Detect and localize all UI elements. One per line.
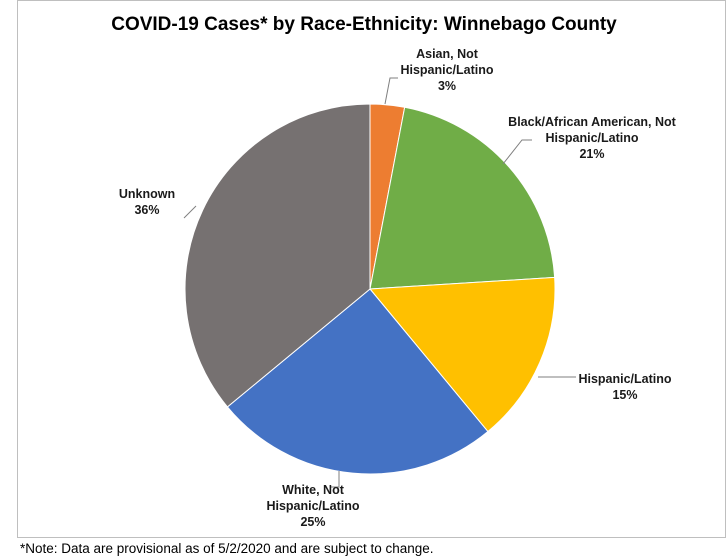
slice-label-3-line-1: Hispanic/Latino: [266, 499, 359, 513]
slice-label-0-line-1: Hispanic/Latino: [400, 63, 493, 77]
chart-note: *Note: Data are provisional as of 5/2/20…: [20, 541, 434, 556]
pie-slice-1: [369, 106, 556, 290]
slice-value-label-3: 25%: [300, 515, 325, 529]
slice-label-1-line-0: Black/African American, Not: [508, 115, 676, 129]
leader-line-0: [384, 77, 398, 105]
leader-line-3: [330, 471, 340, 488]
slice-label-4-line-0: Unknown: [119, 187, 175, 201]
pie-slice-4: [184, 103, 371, 408]
leader-line-4: [183, 205, 197, 219]
pie-slice-2: [368, 276, 556, 433]
pie-slices: [184, 103, 556, 475]
slice-label-1-line-1: Hispanic/Latino: [545, 131, 638, 145]
slice-label-2-line-0: Hispanic/Latino: [578, 372, 671, 386]
pie-slice-3: [226, 288, 489, 475]
slice-value-label-1: 21%: [579, 147, 604, 161]
leader-line-1: [502, 139, 532, 165]
slice-label-3-line-0: White, Not: [282, 483, 345, 497]
slice-label-0-line-0: Asian, Not: [416, 47, 479, 61]
pie-chart: Asian, Not Hispanic/Latino 3% Black/African…: [119, 47, 677, 529]
slice-labels: Asian, Not Hispanic/Latino 3% Black/African…: [119, 47, 677, 529]
chart-title: COVID-19 Cases* by Race-Ethnicity: Winne…: [111, 14, 617, 35]
slice-value-label-2: 15%: [612, 388, 637, 402]
slice-value-label-4: 36%: [134, 203, 159, 217]
slice-value-label-0: 3%: [438, 79, 456, 93]
